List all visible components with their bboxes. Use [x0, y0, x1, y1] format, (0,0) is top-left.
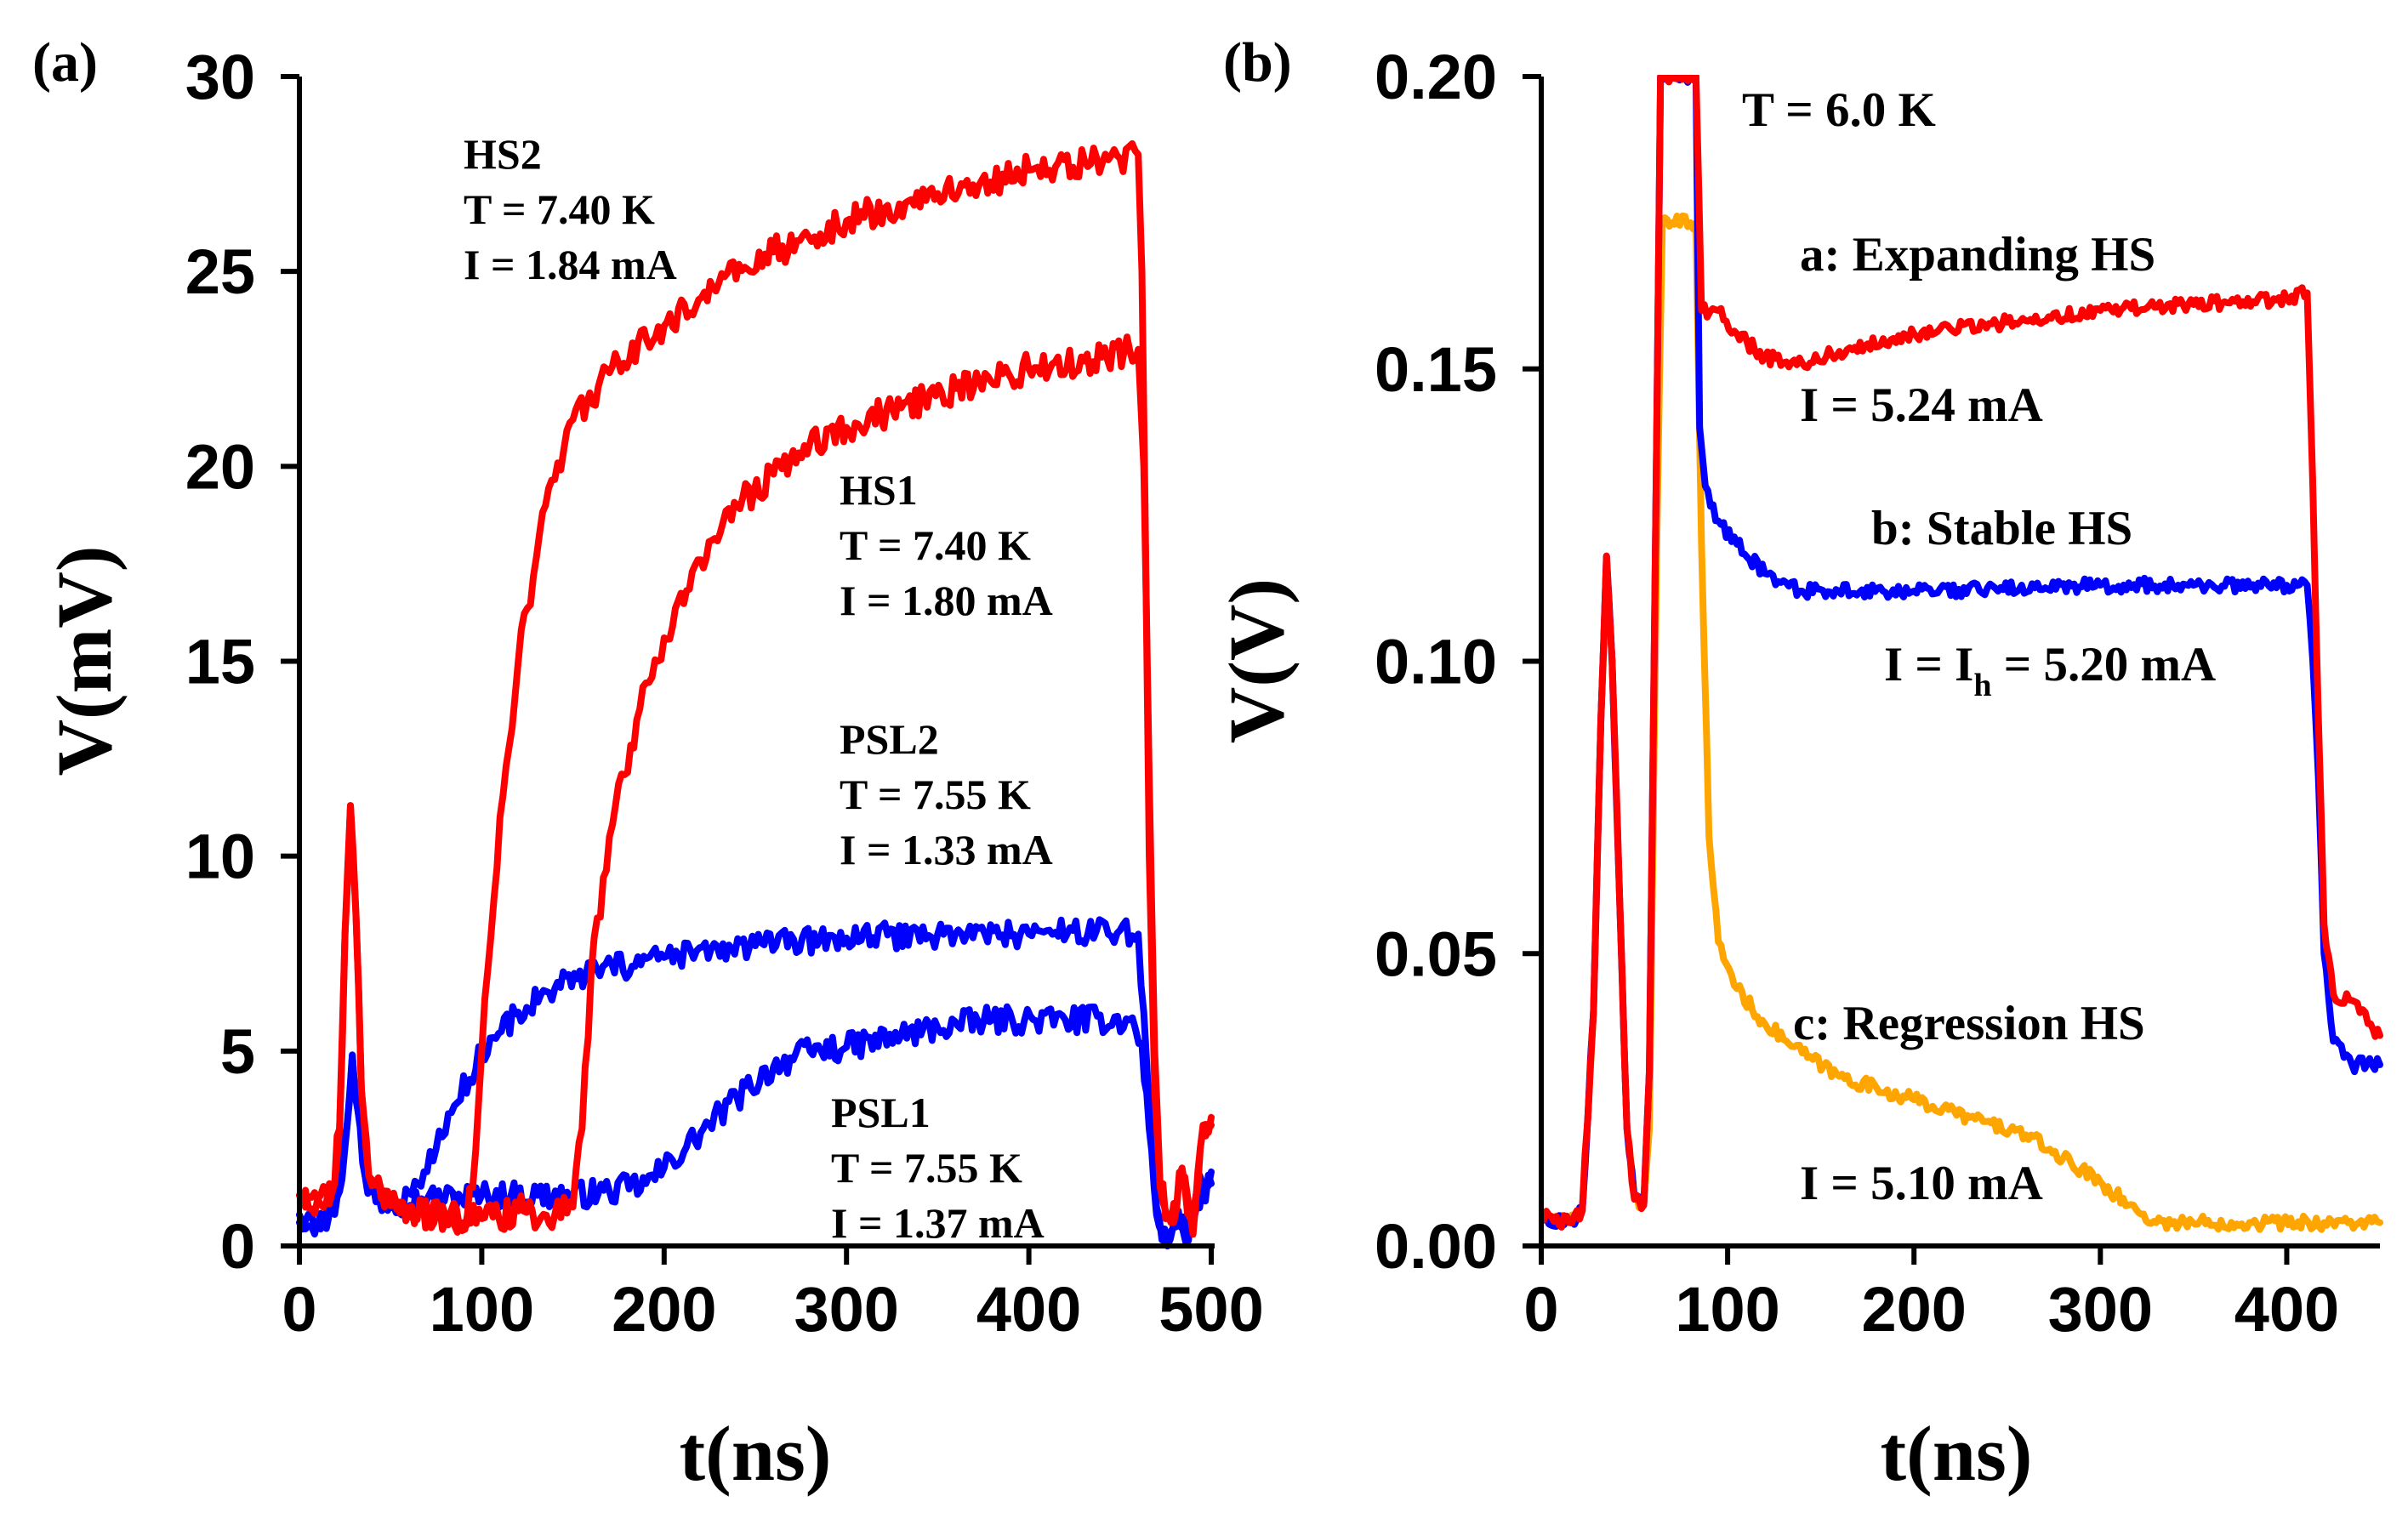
annotation-temperature: T = 6.0 K [1742, 83, 1936, 137]
panel-a-series-psl1 [296, 1003, 1215, 1249]
panel-a-series-hs1 [296, 333, 1215, 1238]
annotation-hs2-line1: HS2 [464, 130, 542, 178]
x-tick-label: 400 [2234, 1274, 2339, 1345]
annotation-current-b-subscript: h [1973, 668, 1991, 703]
y-tick-label: 30 [185, 42, 255, 112]
y-tick-label: 0.05 [1375, 919, 1497, 989]
y-tick-label: 0.00 [1375, 1211, 1497, 1282]
y-tick-label: 15 [185, 627, 255, 697]
y-tick-label: 20 [185, 431, 255, 502]
panel-a-ticks: 0 100 200 300 400 500 0 5 10 15 20 25 30 [185, 42, 1264, 1345]
annotation-hs2-line2: T = 7.40 K [464, 185, 655, 233]
panel-b-label: (b) [1223, 31, 1292, 94]
panel-b-ticks: 0 100 200 300 400 0.00 0.05 0.10 0.15 0.20 [1375, 42, 2339, 1345]
annotation-psl2-line3: I = 1.33 mA [840, 826, 1053, 873]
x-tick-label: 200 [1861, 1274, 1966, 1345]
annotation-psl1-line2: T = 7.55 K [831, 1144, 1022, 1192]
annotation-hs2: HS2 T = 7.40 K I = 1.84 mA [464, 130, 677, 288]
annotation-hs2-line3: I = 1.84 mA [464, 241, 677, 288]
y-tick-label: 0 [220, 1211, 255, 1282]
y-tick-label: 0.15 [1375, 334, 1497, 405]
x-tick-label: 300 [794, 1274, 898, 1345]
x-tick-label: 0 [1523, 1274, 1558, 1345]
annotation-hs1-line2: T = 7.40 K [840, 521, 1031, 569]
annotation-current-c: I = 5.10 mA [1800, 1157, 2043, 1210]
annotation-psl2: PSL2 T = 7.55 K I = 1.33 mA [840, 715, 1053, 873]
annotation-psl2-line2: T = 7.55 K [840, 771, 1031, 818]
annotation-hs1-line1: HS1 [840, 466, 918, 514]
x-tick-label: 100 [430, 1274, 534, 1345]
x-tick-label: 0 [282, 1274, 316, 1345]
x-tick-label: 200 [612, 1274, 716, 1345]
annotation-stable-hs: b: Stable HS [1871, 502, 2132, 555]
panel-a-traces [296, 139, 1215, 1249]
panel-b-chart: (b) 0 100 200 300 400 0.00 0.05 0.10 0.15 0.20 V(… [1213, 31, 2383, 1497]
annotation-regression-hs: c: Regression HS [1793, 997, 2145, 1050]
panel-b-series-c-regression-hs [1541, 212, 2383, 1233]
panel-b-series-a-expanding-hs [1541, 75, 2383, 1231]
y-tick-label: 5 [220, 1016, 255, 1087]
panel-b-x-axis-title: t(ns) [1881, 1410, 2033, 1497]
panel-a-x-axis-title: t(ns) [680, 1410, 832, 1497]
annotation-hs1-line3: I = 1.80 mA [840, 577, 1053, 624]
annotation-current-b-suffix: = 5.20 mA [1992, 638, 2217, 691]
x-tick-label: 400 [976, 1274, 1081, 1345]
panel-a-series-hs2 [296, 139, 1215, 1236]
annotation-psl2-line1: PSL2 [840, 715, 939, 763]
annotation-expanding-hs: a: Expanding HS [1800, 228, 2155, 282]
x-tick-label: 500 [1158, 1274, 1263, 1345]
annotation-psl1: PSL1 T = 7.55 K I = 1.37 mA [831, 1089, 1045, 1247]
panel-a-label: (a) [32, 31, 98, 94]
x-tick-label: 300 [2048, 1274, 2153, 1345]
panel-b-traces [1541, 75, 2383, 1233]
annotation-current-b-main: I = I [1884, 638, 1973, 691]
panel-a-series-psl2 [296, 916, 1215, 1249]
y-tick-label: 0.20 [1375, 42, 1497, 112]
panel-b-y-axis-title: V(V) [1213, 578, 1300, 743]
panel-a-y-axis-title: V(mV) [41, 546, 128, 776]
panel-a-chart: (a) 0 100 200 300 400 500 0 5 10 15 20 25 30 V(mV) t… [32, 31, 1264, 1497]
annotation-current-a: I = 5.24 mA [1800, 378, 2043, 432]
annotation-current-b: I = Ih = 5.20 mA [1884, 638, 2216, 703]
y-tick-label: 10 [185, 822, 255, 892]
y-tick-label: 0.10 [1375, 627, 1497, 697]
annotation-psl1-line1: PSL1 [831, 1089, 931, 1136]
annotation-hs1: HS1 T = 7.40 K I = 1.80 mA [840, 466, 1053, 624]
annotation-psl1-line3: I = 1.37 mA [831, 1199, 1045, 1247]
y-tick-label: 25 [185, 236, 255, 307]
x-tick-label: 100 [1675, 1274, 1779, 1345]
